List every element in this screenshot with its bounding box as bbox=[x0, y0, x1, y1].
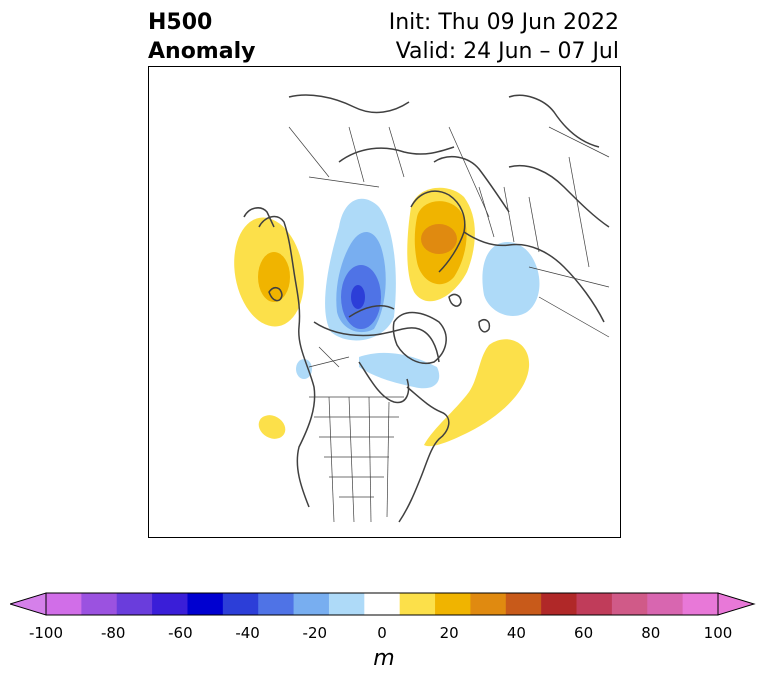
colorbar-unit-label: m bbox=[373, 646, 395, 671]
colorbar-segment bbox=[470, 593, 507, 615]
anomaly-atlantic-positive bbox=[424, 339, 530, 447]
colorbar-tick-label: 40 bbox=[506, 624, 526, 642]
colorbar-tick-label: 80 bbox=[641, 624, 661, 642]
title-variable: H500 bbox=[148, 10, 213, 35]
map-svg bbox=[234, 94, 610, 523]
colorbar-segment bbox=[611, 593, 648, 615]
anomaly-scandinavia-positive bbox=[407, 187, 475, 302]
anomaly-arctic-negative bbox=[325, 198, 396, 341]
valid-range: Valid: 24 Jun – 07 Jul bbox=[395, 39, 619, 64]
chart-title-right: Init: Thu 09 Jun 2022 Valid: 24 Jun – 07… bbox=[389, 8, 619, 66]
colorbar-tick-label: -60 bbox=[168, 624, 193, 642]
colorbar-segment bbox=[187, 593, 224, 615]
colorbar-segment bbox=[435, 593, 471, 615]
coastlines bbox=[243, 94, 610, 523]
colorbar-segment bbox=[258, 593, 295, 615]
colorbar-tick-label: 20 bbox=[439, 624, 459, 642]
colorbar-segment bbox=[222, 593, 259, 615]
colorbar-tick-label: 100 bbox=[703, 624, 733, 642]
anomaly-map bbox=[148, 66, 621, 538]
colorbar-segment bbox=[293, 593, 330, 615]
title-type: Anomaly bbox=[148, 39, 256, 64]
political-borders bbox=[288, 126, 610, 523]
init-date: Init: Thu 09 Jun 2022 bbox=[388, 10, 619, 35]
colorbar-right-extension bbox=[717, 592, 756, 616]
colorbar-segment bbox=[364, 593, 401, 615]
chart-title-left: H500 Anomaly bbox=[148, 8, 255, 66]
colorbar-tick-label: 0 bbox=[377, 624, 387, 642]
colorbar-segment bbox=[647, 593, 684, 615]
colorbar-tick-label: -20 bbox=[302, 624, 328, 642]
colorbar bbox=[10, 592, 756, 616]
colorbar-left-extension bbox=[10, 592, 47, 616]
colorbar-frame bbox=[45, 592, 719, 616]
anomaly-russia-negative bbox=[482, 241, 540, 316]
colorbar-segment bbox=[81, 593, 118, 615]
colorbar-segment bbox=[682, 593, 719, 615]
colorbar-tick-labels: -100 -80 -60 -40 -20 0 20 40 60 80 100 bbox=[0, 624, 768, 644]
colorbar-segment bbox=[399, 593, 436, 615]
colorbar-tick-label: 60 bbox=[574, 624, 594, 642]
colorbar-tick-label: -80 bbox=[100, 624, 126, 642]
colorbar-segment bbox=[505, 593, 542, 615]
colorbar-segment bbox=[328, 593, 365, 615]
colorbar-segment bbox=[541, 593, 578, 615]
colorbar-segment bbox=[116, 593, 153, 615]
colorbar-segment bbox=[46, 593, 82, 615]
anomaly-pacific-positive bbox=[258, 415, 286, 439]
colorbar-tick-label: -100 bbox=[28, 624, 64, 642]
colorbar-tick-label: -40 bbox=[235, 624, 260, 642]
colorbar-segment bbox=[152, 593, 188, 615]
colorbar-segment bbox=[576, 593, 613, 615]
anomaly-alaska-positive bbox=[234, 217, 304, 327]
anomaly-hudson-negative bbox=[296, 352, 440, 389]
